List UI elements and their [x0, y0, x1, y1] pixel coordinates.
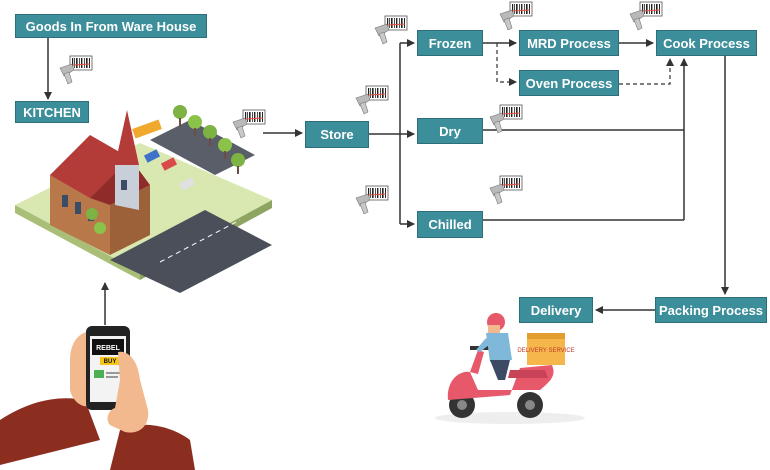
oven-process-box: Oven Process — [519, 70, 619, 96]
dry-box: Dry — [417, 118, 483, 144]
phone-buy-button: BUY — [104, 359, 117, 365]
kitchen-box: KITCHEN — [15, 101, 89, 123]
barcode-scanner-icon — [629, 1, 663, 31]
phone-brand-text: REBEL — [96, 345, 120, 352]
kitchen-label: KITCHEN — [23, 104, 81, 120]
barcode-scanner-icon — [374, 15, 408, 45]
cook-process-box: Cook Process — [656, 30, 757, 56]
delivery-scooter-illustration — [435, 313, 585, 424]
delivery-box-text: DELIVERY SERVICE — [517, 348, 574, 354]
barcode-scanner-icon — [232, 109, 266, 139]
store-branch-arrows — [369, 39, 415, 228]
chilled-box: Chilled — [417, 211, 483, 238]
barcode-scanner-icon — [489, 175, 523, 205]
barcode-scanner-icon — [499, 1, 533, 31]
goods-in-box: Goods In From Ware House — [15, 14, 207, 38]
arrow-oven-to-cook — [619, 58, 674, 85]
kitchen-building-illustration — [15, 105, 272, 293]
mrd-process-box: MRD Process — [519, 30, 619, 56]
store-label: Store — [320, 127, 354, 142]
oven-process-label: Oven Process — [525, 75, 613, 91]
barcode-scanner-icon — [59, 55, 93, 85]
packing-process-label: Packing Process — [658, 302, 764, 318]
dry-label: Dry — [439, 123, 461, 139]
mrd-process-label: MRD Process — [527, 35, 611, 51]
cook-process-label: Cook Process — [663, 35, 750, 51]
barcode-scanner-icon — [355, 85, 389, 115]
store-box: Store — [305, 121, 369, 148]
frozen-box: Frozen — [417, 30, 483, 56]
phone-order-illustration — [0, 326, 195, 470]
packing-process-box: Packing Process — [655, 297, 767, 323]
dry-chilled-to-cook-arrows — [483, 58, 688, 221]
barcode-scanner-icon — [489, 104, 523, 134]
chilled-label: Chilled — [428, 217, 472, 232]
goods-in-label: Goods In From Ware House — [25, 18, 197, 34]
delivery-box: Delivery — [519, 297, 593, 323]
frozen-label: Frozen — [428, 35, 472, 51]
barcode-scanner-icon — [355, 185, 389, 215]
delivery-label: Delivery — [530, 302, 582, 318]
arrow-frozen-to-oven — [496, 43, 517, 86]
